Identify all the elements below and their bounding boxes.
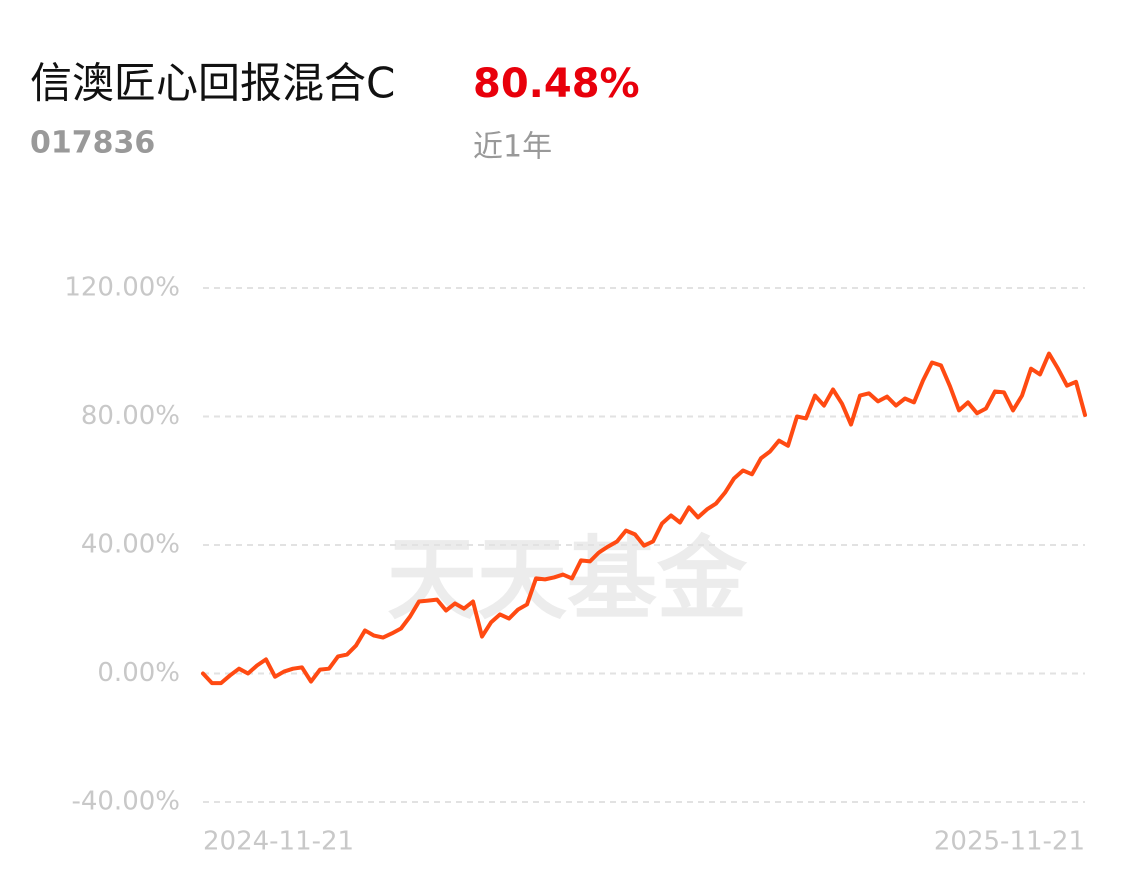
y-tick-label: 80.00% <box>81 401 180 431</box>
return-line <box>201 351 1087 686</box>
y-tick-label: 0.00% <box>97 658 180 688</box>
return-value: 80.48% <box>473 61 640 107</box>
y-tick-label: 40.00% <box>81 530 180 560</box>
watermark: 天天基金 <box>387 527 748 632</box>
y-tick-label: 120.00% <box>64 273 180 303</box>
x-tick-label: 2024-11-21 <box>203 827 354 857</box>
period-label: 近1年 <box>473 130 552 165</box>
y-tick-label: -40.00% <box>71 787 180 817</box>
fund-code: 017836 <box>30 126 155 161</box>
fund-title: 信澳匠心回报混合C <box>30 59 395 108</box>
x-tick-label: 2025-11-21 <box>934 827 1085 857</box>
